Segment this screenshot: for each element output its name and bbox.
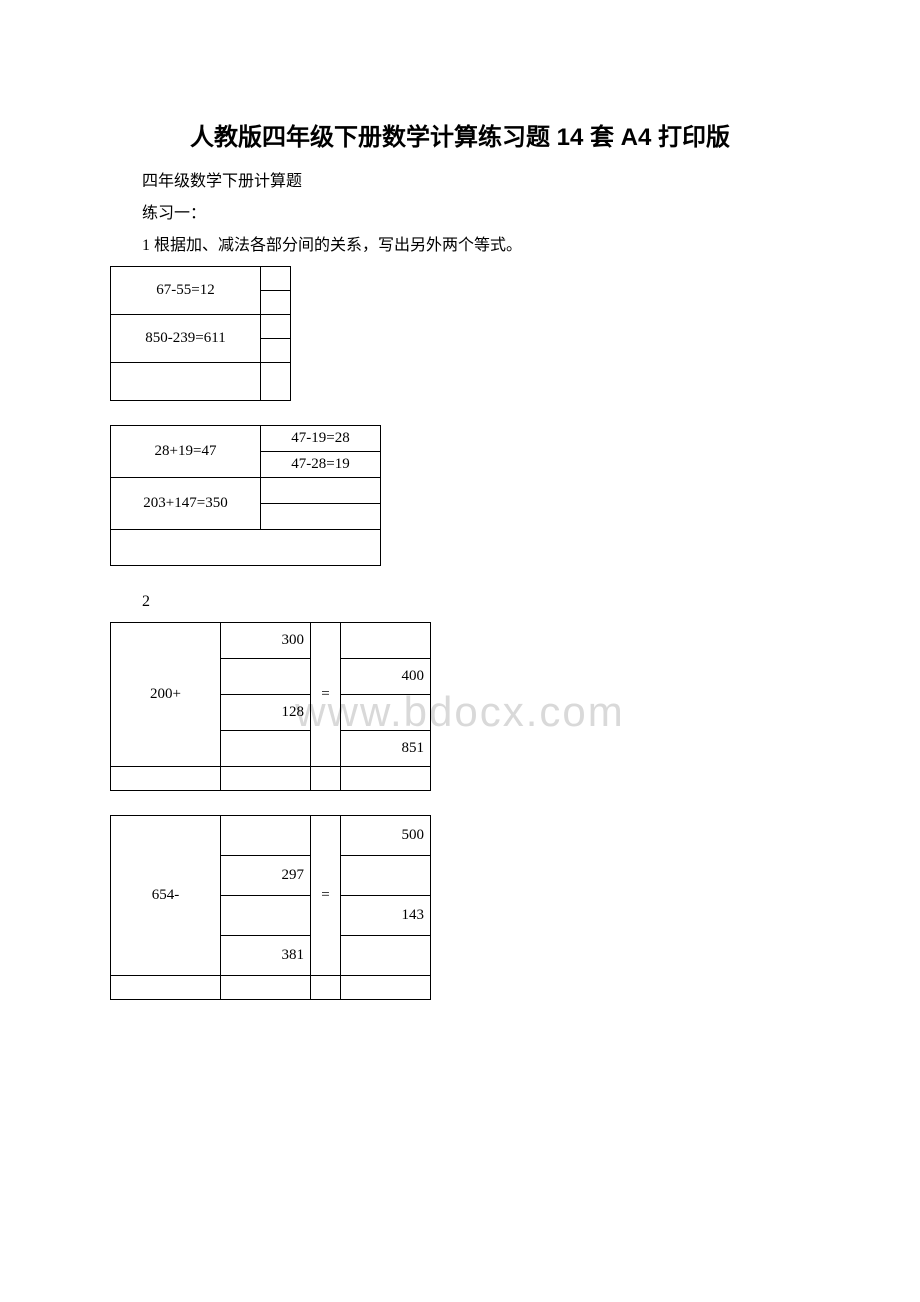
table-cell [261,339,291,363]
table-cell [261,267,291,291]
table-cell: 851 [341,731,431,767]
table-1: 67-55=12850-239=611 [110,266,291,401]
table-cell: 381 [221,936,311,976]
table-cell [261,291,291,315]
table-2: 28+19=4747-19=2847-28=19203+147=350 [110,425,381,566]
table-cell: 300 [221,623,311,659]
exercise-label: 练习一： [110,202,810,226]
table-cell [311,976,341,1000]
table-cell [221,976,311,1000]
table-cell [111,530,381,566]
table-cell: 203+147=350 [111,478,261,530]
table-cell: 128 [221,695,311,731]
table-cell [221,816,311,856]
table-cell: 200+ [111,623,221,767]
table-cell [341,695,431,731]
table-4: 654- =500 297 143 381 [110,815,431,1000]
table-cell [311,767,341,791]
table-cell: 47-19=28 [261,426,381,452]
table-cell: 500 [341,816,431,856]
table-cell: 400 [341,659,431,695]
table-cell: 143 [341,896,431,936]
table-cell [111,767,221,791]
table-cell [341,936,431,976]
question-2: 2 [110,590,810,614]
table-cell [341,623,431,659]
table-cell [341,767,431,791]
table-cell: = [311,816,341,976]
table-cell [261,478,381,504]
table-cell [111,363,261,401]
question-1: 1 根据加、减法各部分间的关系，写出另外两个等式。 [110,234,810,258]
table-cell: 67-55=12 [111,267,261,315]
table-cell [261,504,381,530]
table-cell: 654- [111,816,221,976]
table-cell: = [311,623,341,767]
table-cell [261,315,291,339]
table-cell [341,976,431,1000]
table-cell [111,976,221,1000]
table-cell [221,767,311,791]
table-cell [221,731,311,767]
page-title: 人教版四年级下册数学计算练习题 14 套 A4 打印版 [110,120,810,156]
table-cell [341,856,431,896]
table-cell [261,363,291,401]
table-cell: 297 [221,856,311,896]
table-cell: 28+19=47 [111,426,261,478]
table-3: 200+300=400 128 851 [110,622,431,791]
subtitle-text: 四年级数学下册计算题 [110,170,810,194]
table-cell [221,659,311,695]
table-cell: 850-239=611 [111,315,261,363]
table-cell: 47-28=19 [261,452,381,478]
table-cell [221,896,311,936]
